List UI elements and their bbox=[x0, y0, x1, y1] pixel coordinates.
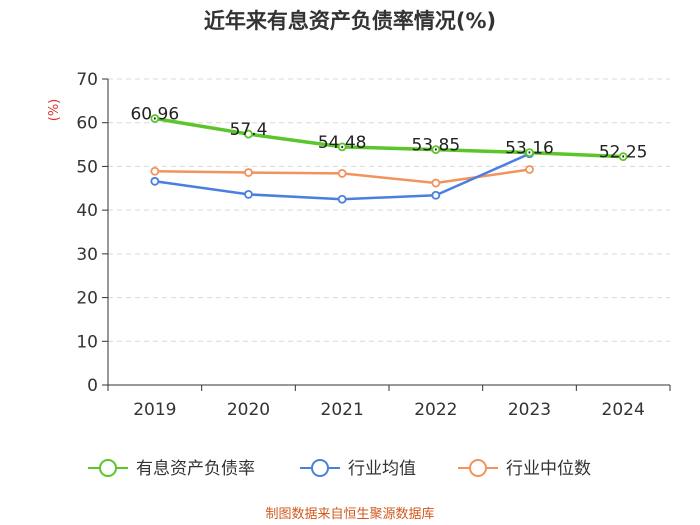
legend-marker bbox=[469, 459, 487, 477]
data-label: 57.4 bbox=[230, 120, 268, 140]
series-point-1[interactable] bbox=[337, 194, 347, 204]
series-point-0[interactable] bbox=[337, 142, 347, 152]
chart-title: 近年来有息资产负债率情况(%) bbox=[204, 9, 496, 33]
legend-item-0[interactable]: 有息资产负债率 bbox=[88, 459, 255, 479]
y-tick-label: 30 bbox=[76, 245, 98, 265]
data-label: 53.85 bbox=[411, 136, 460, 156]
y-tick-label: 50 bbox=[76, 157, 98, 177]
y-tick-label: 20 bbox=[76, 289, 98, 309]
grid-lines bbox=[108, 78, 670, 342]
legend-item-2[interactable]: 行业中位数 bbox=[458, 459, 591, 479]
data-label: 54.48 bbox=[318, 133, 367, 153]
series-point-2[interactable] bbox=[525, 165, 534, 174]
legend-item-1[interactable]: 行业均值 bbox=[300, 459, 416, 479]
y-tick-label: 70 bbox=[76, 70, 98, 90]
data-label: 60.96 bbox=[130, 105, 179, 125]
series-point-1[interactable] bbox=[431, 190, 441, 200]
series-point-0[interactable] bbox=[244, 129, 253, 139]
series-point-2[interactable] bbox=[337, 169, 347, 178]
series-point-0[interactable] bbox=[150, 114, 160, 123]
legend[interactable]: 有息资产负债率 行业均值 行业中位数 bbox=[88, 459, 591, 479]
data-labels: 60.96 57.4 54.48 53.85 53.16 52.25 bbox=[130, 105, 647, 163]
y-tick-label: 0 bbox=[87, 376, 98, 396]
y-tick-label: 10 bbox=[76, 332, 98, 352]
x-tick-label: 2022 bbox=[414, 400, 457, 420]
source-note: 制图数据来自恒生聚源数据库 bbox=[265, 506, 434, 522]
series-point-1[interactable] bbox=[150, 176, 160, 186]
x-tick-label: 2021 bbox=[321, 400, 364, 420]
x-tick-label: 2020 bbox=[227, 400, 270, 420]
series-layer bbox=[150, 114, 628, 204]
legend-label: 行业中位数 bbox=[506, 459, 591, 479]
series-point-2[interactable] bbox=[244, 168, 253, 177]
x-tick-label: 2019 bbox=[133, 400, 176, 420]
x-tick-label: 2024 bbox=[602, 400, 645, 420]
series-point-0[interactable] bbox=[431, 145, 441, 154]
series-point-0[interactable] bbox=[618, 152, 628, 161]
y-axis-unit: (%) bbox=[47, 99, 62, 122]
data-label: 53.16 bbox=[505, 139, 554, 159]
legend-marker bbox=[99, 459, 117, 477]
series-point-0[interactable] bbox=[525, 148, 534, 158]
legend-label: 行业均值 bbox=[348, 459, 416, 479]
series-point-2[interactable] bbox=[431, 178, 441, 188]
series-point-2[interactable] bbox=[150, 166, 160, 176]
series-point-1[interactable] bbox=[244, 190, 253, 199]
legend-marker bbox=[311, 459, 329, 477]
y-tick-label: 40 bbox=[76, 201, 98, 221]
series-line-0 bbox=[154, 116, 624, 159]
legend-label: 有息资产负债率 bbox=[136, 459, 255, 479]
axes: 0 10 20 30 40 50 60 70 2019 2020 2021 2022 2023 2024 bbox=[76, 70, 671, 420]
y-tick-label: 60 bbox=[76, 114, 98, 134]
x-tick-label: 2023 bbox=[508, 400, 551, 420]
data-label: 52.25 bbox=[599, 143, 648, 163]
